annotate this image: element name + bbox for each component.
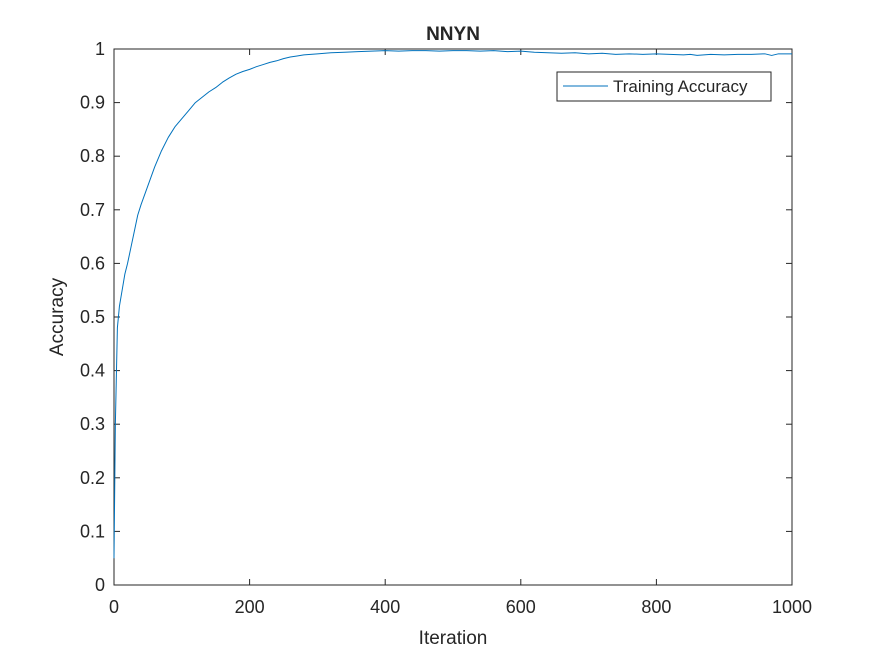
chart-title: NNYN bbox=[426, 24, 480, 45]
y-tick-label: 0.7 bbox=[80, 200, 105, 220]
plot-area bbox=[113, 48, 793, 586]
y-tick-label: 0.4 bbox=[80, 361, 105, 381]
x-tick-label: 1000 bbox=[772, 597, 812, 617]
y-tick-label: 0.6 bbox=[80, 253, 105, 273]
y-tick-label: 0.5 bbox=[80, 307, 105, 327]
x-tick-label: 400 bbox=[370, 597, 400, 617]
x-tick-label: 0 bbox=[109, 597, 119, 617]
y-tick-label: 1 bbox=[95, 39, 105, 59]
y-axis-label: Accuracy bbox=[47, 277, 68, 356]
y-tick-label: 0.3 bbox=[80, 414, 105, 434]
axis-ticks: 0 200 400 600 800 1000 0 0.1 0.2 0.3 0.4 0.5 0.6 0.7 0… bbox=[80, 39, 812, 617]
y-tick-label: 0.8 bbox=[80, 146, 105, 166]
legend-label-training-accuracy: Training Accuracy bbox=[613, 77, 748, 96]
y-tick-label: 0.9 bbox=[80, 93, 105, 113]
x-axis-label: Iteration bbox=[419, 628, 488, 649]
y-tick-label: 0.2 bbox=[80, 468, 105, 488]
series-line-training-accuracy bbox=[113, 50, 792, 559]
series-lines bbox=[113, 50, 792, 559]
x-tick-label: 600 bbox=[506, 597, 536, 617]
x-tick-label: 800 bbox=[641, 597, 671, 617]
y-tick-label: 0.1 bbox=[80, 521, 105, 541]
x-tick-label: 200 bbox=[235, 597, 265, 617]
legend: Training Accuracy bbox=[556, 71, 772, 102]
y-tick-label: 0 bbox=[95, 575, 105, 595]
